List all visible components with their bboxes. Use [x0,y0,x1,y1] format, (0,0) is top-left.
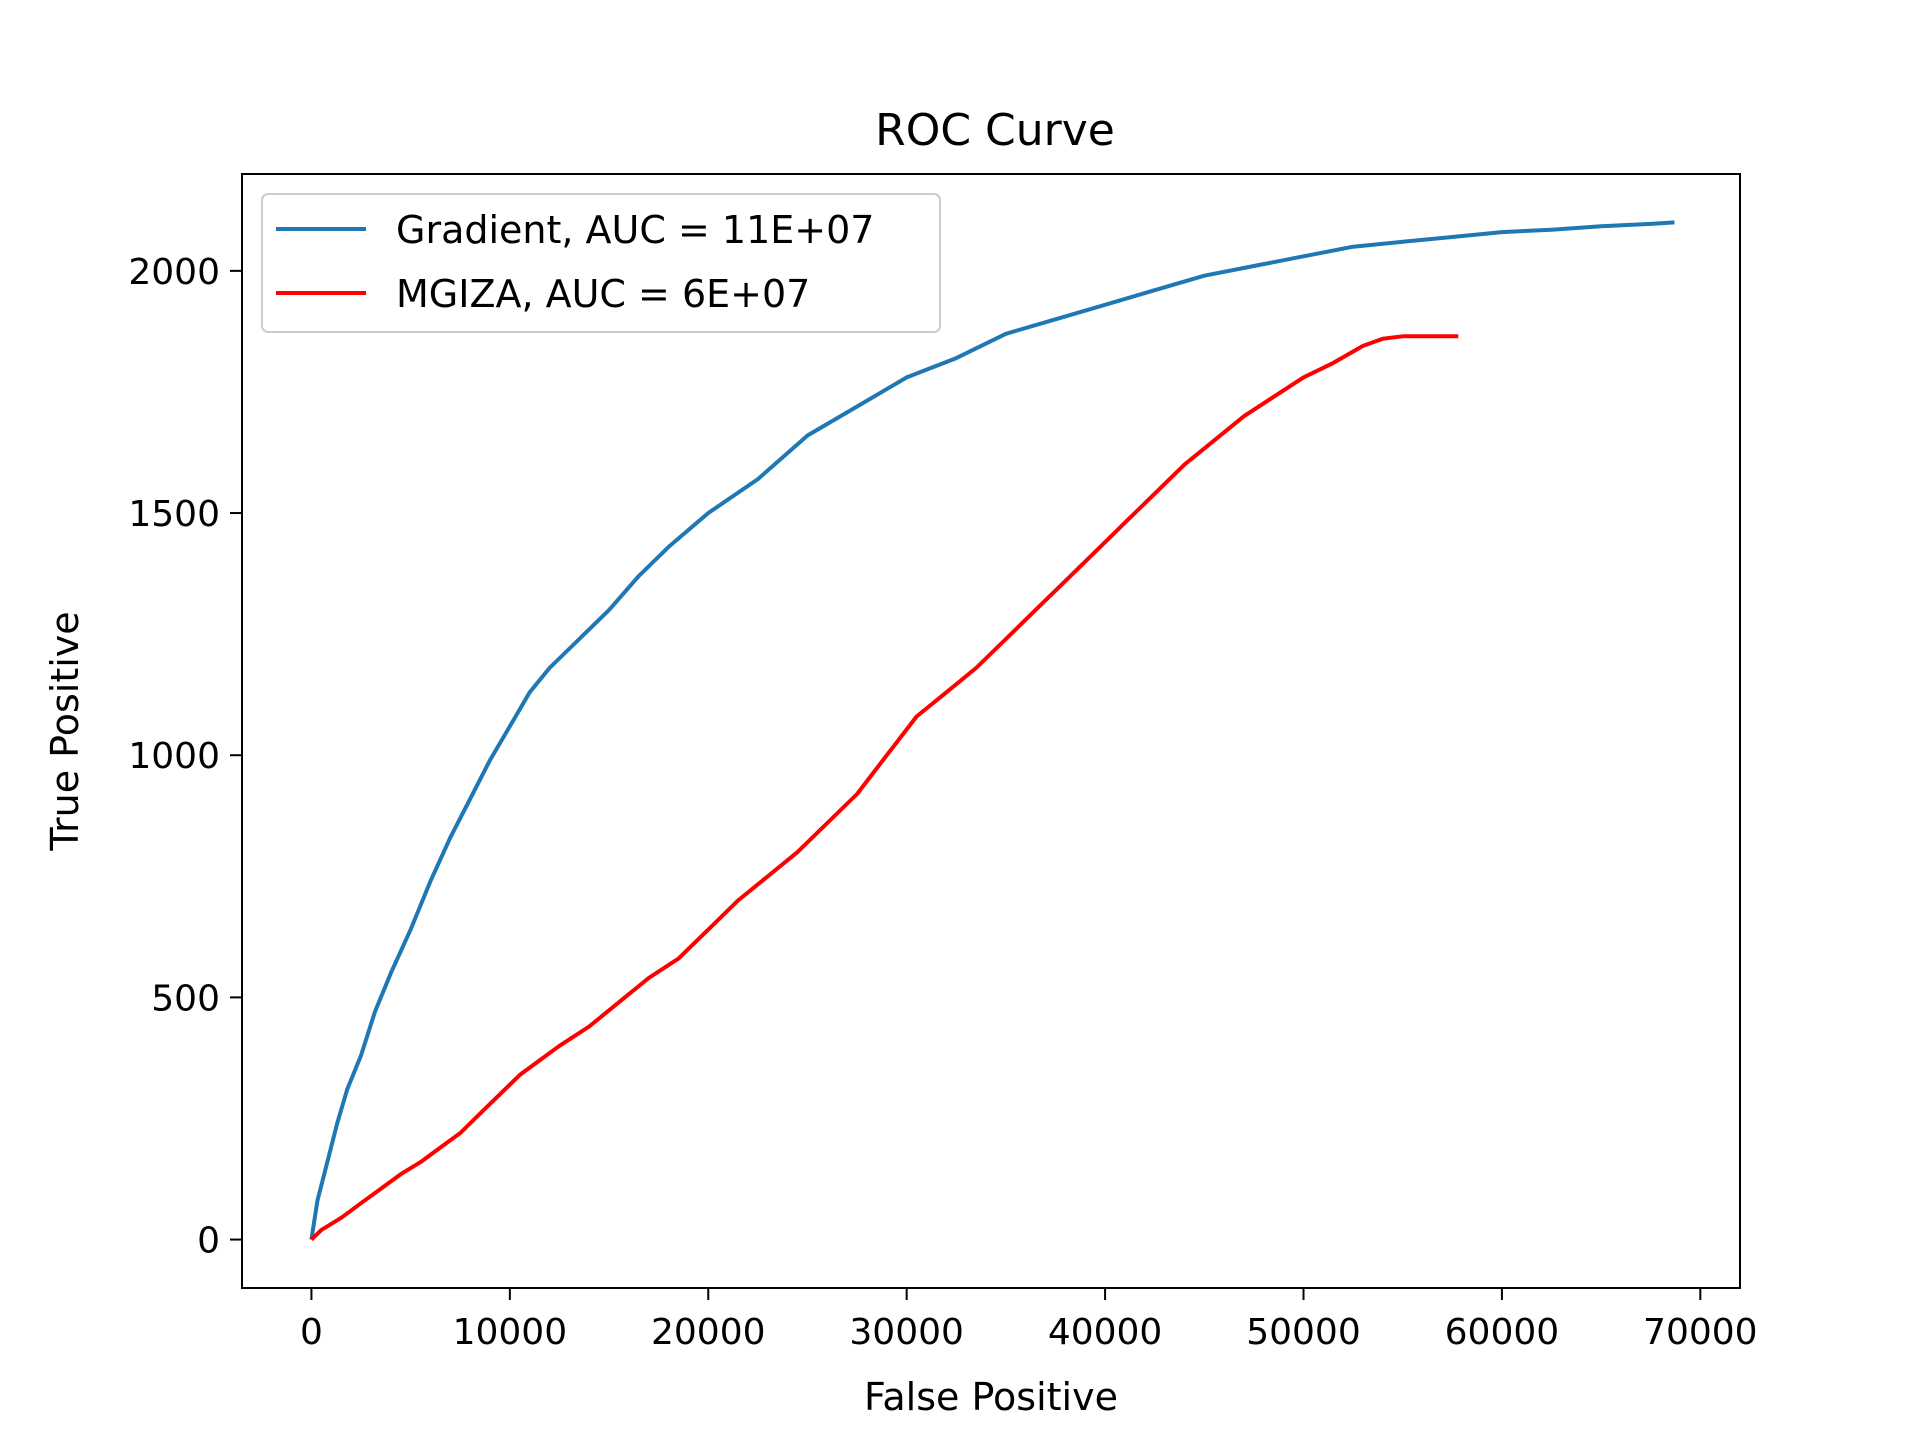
y-tick-label-0: 0 [197,1221,220,1262]
x-tick-label-1: 10000 [453,1312,568,1353]
chart-title: ROC Curve [875,105,1115,156]
plot-frame [241,173,1741,1289]
y-tick-label-3: 1500 [128,494,220,535]
y-tick-label-1: 500 [151,978,220,1019]
plot-area [309,220,1675,1242]
x-tick-label-7: 70000 [1643,1312,1758,1353]
legend-box [261,193,941,333]
x-tick-label-4: 40000 [1048,1312,1163,1353]
y-axis-label: True Positive [43,611,87,851]
x-axis-label: False Positive [864,1375,1118,1419]
legend-label-gradient: Gradient, AUC = 11E+07 [396,208,874,252]
x-tick-label-6: 60000 [1445,1312,1560,1353]
series-line-0 [309,220,1675,1240]
x-axis-ticks: 0 10000 20000 30000 40000 50000 60000 70000 [300,1288,1758,1353]
y-axis-ticks: 0 500 1000 1500 2000 [128,252,242,1262]
series-line-1 [310,334,1459,1242]
legend-label-mgiza: MGIZA, AUC = 6E+07 [396,272,810,316]
y-tick-label-2: 1000 [128,736,220,777]
y-tick-label-4: 2000 [128,252,220,293]
x-tick-label-3: 30000 [849,1312,964,1353]
x-tick-label-0: 0 [300,1312,323,1353]
x-tick-label-2: 20000 [651,1312,766,1353]
legend: Gradient, AUC = 11E+07 MGIZA, AUC = 6E+0… [261,193,941,333]
x-tick-label-5: 50000 [1246,1312,1361,1353]
